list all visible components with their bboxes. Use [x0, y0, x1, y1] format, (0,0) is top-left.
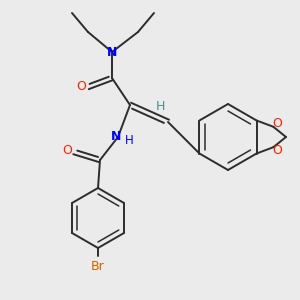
Text: O: O [76, 80, 86, 94]
Text: H: H [155, 100, 165, 112]
Text: H: H [124, 134, 134, 146]
Text: O: O [272, 144, 282, 157]
Text: N: N [111, 130, 121, 143]
Text: O: O [272, 117, 282, 130]
Text: O: O [62, 145, 72, 158]
Text: Br: Br [91, 260, 105, 272]
Text: N: N [107, 46, 117, 59]
